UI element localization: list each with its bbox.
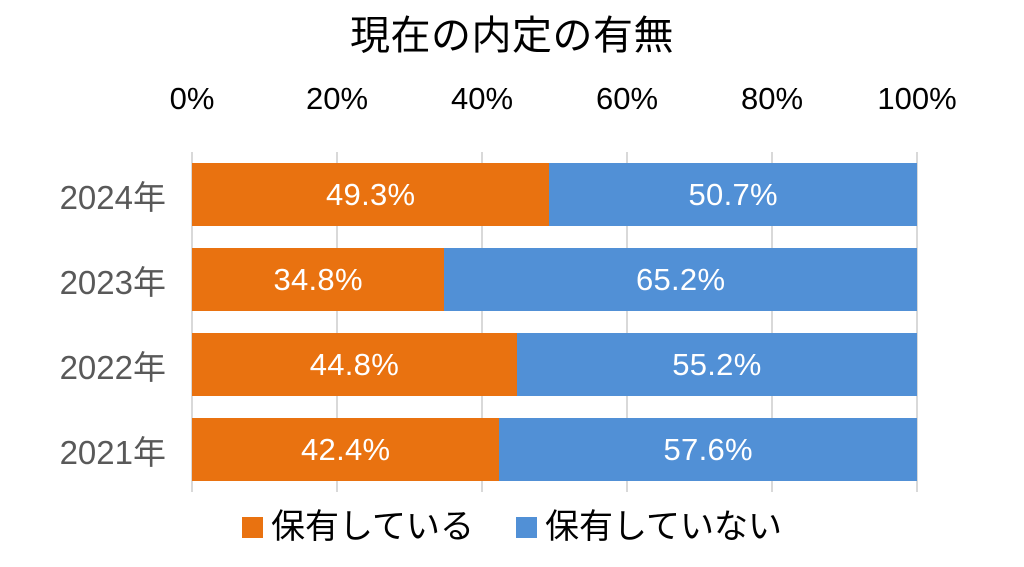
chart-title: 現在の内定の有無 bbox=[350, 14, 674, 58]
x-tick-label: 40% bbox=[450, 81, 514, 116]
bar-segment[interactable]: 49.3% bbox=[192, 163, 550, 226]
x-tick-label: 100% bbox=[877, 81, 957, 116]
bar-row: 49.3% 50.7% bbox=[192, 163, 917, 226]
legend-item[interactable]: 保有していない bbox=[516, 507, 782, 547]
legend-item[interactable]: 保有している bbox=[242, 507, 474, 547]
bar-segment[interactable]: 44.8% bbox=[192, 333, 517, 396]
bar-segment[interactable]: 65.2% bbox=[444, 248, 917, 311]
x-tick-label: 80% bbox=[740, 81, 804, 116]
bar-segment[interactable]: 55.2% bbox=[516, 333, 917, 396]
legend-label: 保有していない bbox=[545, 508, 782, 546]
bar-row: 42.4% 57.6% bbox=[192, 418, 917, 481]
bar-segment[interactable]: 42.4% bbox=[192, 418, 500, 481]
bar-value-label: 50.7% bbox=[688, 177, 778, 212]
bar-segment[interactable]: 50.7% bbox=[549, 163, 917, 226]
y-axis-category-labels: 2024年 2023年 2022年 2021年 bbox=[0, 152, 180, 492]
bar-value-label: 49.3% bbox=[326, 177, 416, 212]
bar-row: 34.8% 65.2% bbox=[192, 248, 917, 311]
x-tick-label: 60% bbox=[595, 81, 659, 116]
bar-value-label: 55.2% bbox=[672, 347, 762, 382]
bar-value-label: 42.4% bbox=[300, 432, 391, 467]
bar-value-label: 65.2% bbox=[635, 262, 726, 297]
bar-row: 44.8% 55.2% bbox=[192, 333, 917, 396]
chart-legend: 保有している 保有していない bbox=[0, 497, 1024, 557]
y-category-label: 2021年 bbox=[59, 433, 166, 471]
plot-area: 49.3% 50.7% 34.8% 65.2% 44.8% 55.2% 42.4% 57.6% bbox=[191, 152, 918, 492]
x-axis-tick-labels: 0% 20% 40% 60% 80% 100% bbox=[0, 80, 1024, 120]
x-tick-label: 0% bbox=[169, 81, 215, 116]
legend-label: 保有している bbox=[271, 508, 474, 546]
x-tick-label: 20% bbox=[305, 81, 369, 116]
bar-segment[interactable]: 57.6% bbox=[499, 418, 917, 481]
bar-value-label: 44.8% bbox=[309, 347, 400, 382]
y-category-label: 2022年 bbox=[59, 348, 166, 386]
bar-value-label: 34.8% bbox=[273, 262, 363, 297]
bar-rows: 49.3% 50.7% 34.8% 65.2% 44.8% 55.2% 42.4% 57.6% bbox=[192, 152, 917, 492]
bar-segment[interactable]: 34.8% bbox=[192, 248, 445, 311]
y-category-label: 2024年 bbox=[59, 178, 166, 216]
legend-swatch-icon bbox=[516, 516, 537, 538]
legend-swatch-icon bbox=[242, 516, 264, 538]
bar-value-label: 57.6% bbox=[663, 432, 753, 467]
y-category-label: 2023年 bbox=[59, 263, 166, 301]
